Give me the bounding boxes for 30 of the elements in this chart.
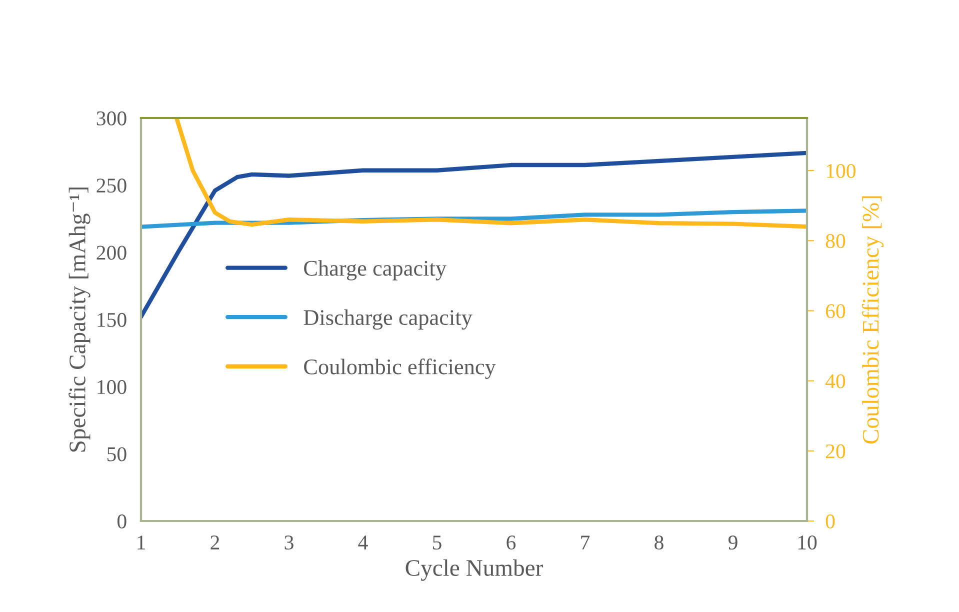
x-tick-label: 9 — [728, 536, 738, 550]
x-tick-label: 5 — [433, 536, 442, 550]
y-axis-title: Specific Capacity [mAhg⁻¹] — [68, 188, 90, 452]
y2-tick-label: 60 — [826, 304, 846, 318]
y-tick-label: 150 — [98, 312, 126, 327]
y-tick-label: 100 — [98, 380, 126, 394]
x-axis-title: Cycle Number — [406, 559, 543, 581]
y-tick-label: 300 — [96, 111, 126, 126]
x-tick-label: 1 — [138, 536, 145, 550]
x-tick-label: 8 — [654, 535, 664, 550]
y2-tick-label: 0 — [826, 514, 835, 528]
y2-tick-label: 80 — [826, 234, 846, 248]
y2-tick-label: 40 — [825, 374, 846, 388]
legend-label: Discharge capacity — [304, 309, 472, 330]
y2-tick-label: 100 — [826, 164, 856, 178]
x-tick-label: 10 — [798, 535, 817, 550]
x-tick-label: 3 — [284, 536, 294, 550]
legend-label: Coulombic efficiency — [304, 358, 496, 379]
y-tick-label: 0 — [117, 514, 126, 528]
y2-tick-label: 20 — [826, 444, 846, 458]
y2-axis-title: Coulombic Efficiency [%] — [862, 196, 884, 444]
y-tick-label: 50 — [107, 447, 126, 462]
line-series — [174, 118, 807, 229]
x-tick-label: 7 — [581, 536, 590, 550]
x-tick-label: 6 — [506, 536, 516, 550]
x-tick-label: 4 — [358, 536, 368, 550]
x-tick-label: 2 — [210, 536, 220, 550]
y-tick-label: 250 — [96, 178, 126, 193]
legend-label: Charge capacity — [304, 260, 446, 280]
y-tick-label: 200 — [96, 246, 126, 260]
